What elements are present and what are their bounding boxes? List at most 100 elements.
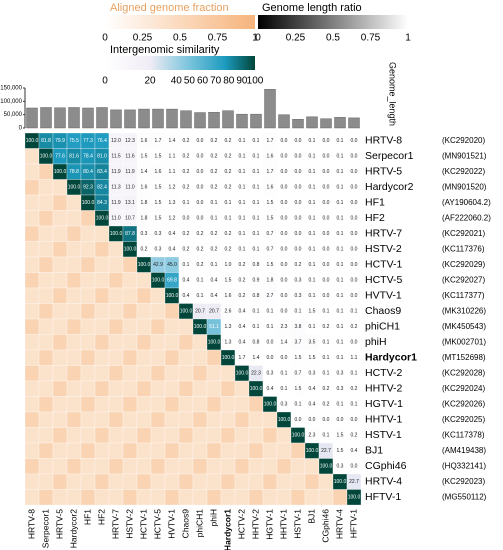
cell-lower (38, 225, 54, 242)
bar (96, 107, 108, 129)
cell-label: 1.5 (295, 386, 302, 392)
cell-label: 0.2 (141, 247, 148, 253)
cell-label: 1.5 (309, 355, 316, 361)
cell-label: 0.1 (253, 154, 260, 160)
cell-label: 75.5 (69, 138, 79, 144)
cell-label: 100.0 (152, 278, 165, 284)
cell-lower (52, 427, 68, 444)
cell-label: 12.3 (125, 138, 135, 144)
cell-label: 100.0 (208, 340, 221, 346)
column-label: HCTV-1 (138, 509, 148, 540)
cell-lower (52, 225, 68, 242)
cell-label: 0.0 (323, 138, 330, 144)
legend-title: Genome length ratio (262, 2, 362, 14)
column-label: HRTV-4 (334, 509, 344, 539)
bar (278, 114, 290, 129)
accession: (KC292025) (442, 415, 485, 424)
cell-lower (136, 272, 152, 289)
cell-label: 0.1 (323, 371, 330, 377)
legend-gradient (105, 56, 255, 70)
cell-lower (136, 365, 152, 382)
cell-label: 0.0 (295, 200, 302, 206)
cell-lower (80, 210, 96, 227)
cell-label: 0.1 (337, 216, 344, 222)
cell-lower (108, 365, 124, 382)
cell-label: 0.3 (155, 231, 162, 237)
cell-label: 1.1 (169, 154, 176, 160)
cell-lower (24, 241, 40, 258)
cell-lower (38, 411, 54, 428)
cell-lower (80, 256, 96, 273)
cell-label: 0.2 (351, 386, 358, 392)
cell-lower (108, 272, 124, 289)
cell-label: 0.2 (323, 324, 330, 330)
cell-lower (80, 473, 96, 490)
cell-label: 0.2 (211, 185, 218, 191)
accession: (MN901521) (442, 151, 487, 160)
cell-label: 11.9 (111, 200, 121, 206)
cell-label: 76.4 (97, 138, 107, 144)
cell-lower (108, 458, 124, 475)
cell-label: 1.2 (169, 216, 176, 222)
cell-label: 20.7 (209, 309, 219, 315)
cell-label: 100.0 (292, 433, 305, 439)
cell-label: 78.4 (83, 154, 93, 160)
cell-lower (24, 489, 40, 506)
cell-lower (220, 489, 236, 506)
column-label: phiCH1 (194, 509, 204, 538)
cell-label: 3.7 (295, 340, 302, 346)
cell-lower (206, 458, 222, 475)
cell-lower (52, 396, 68, 413)
cell-lower (164, 380, 180, 397)
legend-tick-label: 60 (197, 76, 209, 87)
cell-label: 0.0 (281, 309, 288, 315)
cell-label: 81.6 (69, 154, 79, 160)
cell-label: 0.2 (183, 247, 190, 253)
cell-lower (290, 442, 306, 459)
row-label: phiH (365, 336, 387, 348)
cell-label: 0.0 (351, 231, 358, 237)
cell-label: 0.0 (351, 169, 358, 175)
cell-lower (52, 380, 68, 397)
bar (348, 117, 360, 129)
cell-label: 0.0 (351, 417, 358, 423)
cell-lower (136, 473, 152, 490)
cell-label: 0.7 (295, 371, 302, 377)
cell-label: 0.0 (197, 138, 204, 144)
cell-lower (38, 303, 54, 320)
cell-label: 0.3 (309, 371, 316, 377)
cell-label: 11.6 (125, 154, 135, 160)
cell-label: 0.1 (267, 324, 274, 330)
cell-lower (150, 334, 166, 351)
cell-label: 0.4 (169, 247, 176, 253)
accession: (MK450543) (442, 322, 486, 331)
cell-lower (24, 349, 40, 366)
cell-label: 92.3 (83, 185, 93, 191)
cell-lower (24, 163, 40, 180)
cell-lower (66, 473, 82, 490)
cell-label: 0.1 (281, 371, 288, 377)
row-label: Chaos9 (365, 305, 401, 317)
cell-lower (178, 365, 194, 382)
cell-lower (150, 489, 166, 506)
column-label: Hardycor2 (68, 509, 78, 548)
cell-lower (234, 489, 250, 506)
cell-label: 0.8 (253, 293, 260, 299)
cell-lower (192, 489, 208, 506)
cell-label: 0.4 (309, 402, 316, 408)
cell-label: 100.0 (166, 293, 179, 299)
cell-lower (24, 256, 40, 273)
legend-tick-label: 0.5 (326, 33, 340, 44)
cell-label: 80.4 (83, 169, 93, 175)
cell-label: 0.1 (309, 231, 316, 237)
cell-label: 0.2 (225, 231, 232, 237)
y-tick-label: 150,000 (0, 86, 22, 92)
cell-label: 12.0 (111, 138, 121, 144)
cell-lower (94, 349, 110, 366)
bar (166, 108, 178, 129)
cell-label: 100.0 (236, 371, 249, 377)
row-label: HRTV-5 (365, 166, 402, 178)
cell-label: 100.0 (138, 262, 151, 268)
cell-label: 1.8 (141, 200, 148, 206)
cell-label: 0.1 (309, 293, 316, 299)
